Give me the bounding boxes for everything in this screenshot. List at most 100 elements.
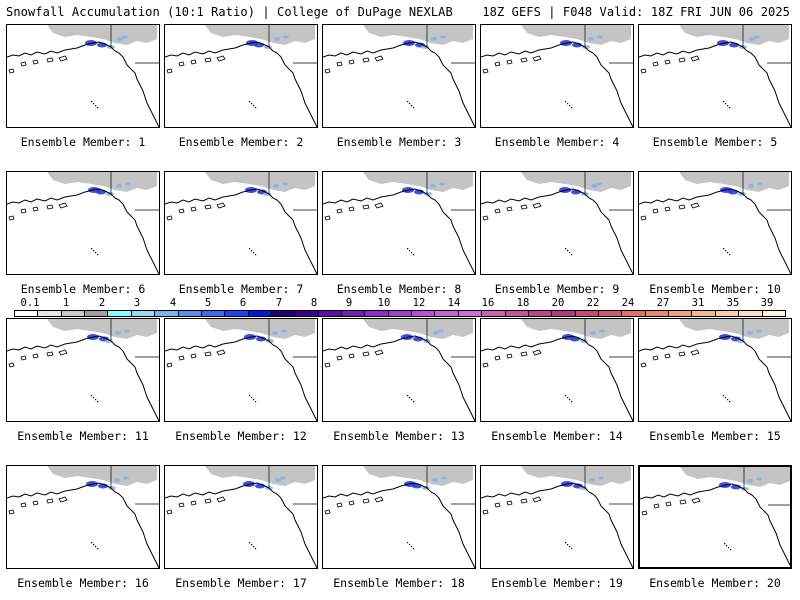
island-outline	[691, 497, 701, 504]
map-graphic	[165, 172, 317, 274]
hawaii-island	[95, 399, 97, 401]
colorbar-swatch	[342, 311, 366, 316]
snowfall-contour	[117, 37, 123, 41]
hawaii-island	[728, 547, 730, 549]
colorbar-swatch	[365, 311, 389, 316]
map-graphic	[7, 25, 159, 127]
island-outline	[690, 349, 700, 356]
ensemble-map-7[interactable]	[164, 171, 318, 275]
hawaii-island	[407, 542, 409, 544]
colorbar-tick-label: 35	[726, 297, 740, 309]
colorbar-tick-label: 9	[345, 297, 353, 309]
snowfall-contour	[599, 329, 605, 333]
ensemble-map-1[interactable]	[6, 24, 160, 128]
colorbar-tick-label: 27	[656, 297, 670, 309]
coastline	[7, 335, 159, 421]
ensemble-map-2[interactable]	[164, 24, 318, 128]
snowfall-contour	[122, 35, 128, 39]
hawaii-island	[413, 254, 415, 256]
island-outline	[336, 502, 343, 508]
ensemble-map-20[interactable]	[638, 465, 792, 569]
ensemble-map-15[interactable]	[638, 318, 792, 422]
ensemble-map-4[interactable]	[480, 24, 634, 128]
snowfall-contour	[591, 184, 597, 188]
hawaii-island	[93, 250, 95, 252]
island-outline	[665, 501, 672, 507]
island-outline	[178, 355, 185, 361]
hawaii-island	[249, 542, 251, 544]
map-graphic	[165, 25, 317, 127]
hawaii-island	[97, 107, 99, 109]
island-outline	[532, 202, 542, 209]
ensemble-map-12[interactable]	[164, 318, 318, 422]
hawaii-island	[724, 543, 726, 545]
ensemble-map-8[interactable]	[322, 171, 476, 275]
snowfall-contour	[747, 479, 753, 483]
snow-cover-shading	[679, 25, 789, 45]
colorbar-swatch	[178, 311, 202, 316]
island-outline	[216, 496, 226, 503]
snow-cover-shading	[205, 172, 315, 192]
ensemble-member-label: Ensemble Member: 6	[20, 282, 146, 296]
island-outline	[640, 362, 647, 368]
map-graphic	[7, 172, 159, 274]
ensemble-map-5[interactable]	[638, 24, 792, 128]
island-outline	[336, 208, 343, 214]
snow-cover-shading	[363, 319, 473, 339]
hawaii-island	[251, 544, 253, 546]
ensemble-map-18[interactable]	[322, 465, 476, 569]
island-outline	[653, 503, 660, 509]
map-graphic	[639, 25, 791, 127]
hawaii-island	[723, 248, 725, 250]
coastline	[165, 41, 317, 127]
island-outline	[178, 61, 185, 67]
hawaii-island	[569, 399, 571, 401]
hawaii-island	[251, 103, 253, 105]
map-graphic	[7, 466, 159, 568]
ensemble-map-17[interactable]	[164, 465, 318, 569]
ensemble-map-3[interactable]	[322, 24, 476, 128]
snowfall-contour	[597, 35, 603, 39]
hawaii-island	[251, 250, 253, 252]
island-outline	[178, 502, 185, 508]
ensemble-member-label: Ensemble Member: 3	[336, 135, 462, 149]
island-outline	[494, 502, 501, 508]
colorbar-tick-label: 24	[621, 297, 635, 309]
snowfall-contour	[412, 483, 422, 489]
coastline	[640, 483, 790, 567]
island-outline	[46, 57, 54, 63]
snowfall-colorbar	[14, 310, 786, 317]
island-outline	[652, 61, 659, 67]
hawaii-island	[95, 252, 97, 254]
island-outline	[520, 204, 528, 210]
colorbar-swatch	[201, 311, 226, 316]
colorbar-tick-label: 4	[169, 297, 177, 309]
ensemble-map-19[interactable]	[480, 465, 634, 569]
ensemble-member-label: Ensemble Member: 9	[494, 282, 620, 296]
colorbar-swatch	[15, 311, 39, 316]
island-outline	[482, 509, 489, 515]
ensemble-map-6[interactable]	[6, 171, 160, 275]
coastline	[7, 188, 159, 274]
hawaii-island	[255, 548, 257, 550]
ensemble-map-10[interactable]	[638, 171, 792, 275]
hawaii-island	[253, 252, 255, 254]
island-outline	[178, 208, 185, 214]
snowfall-contour	[280, 476, 286, 480]
ensemble-map-11[interactable]	[6, 318, 160, 422]
island-outline	[190, 59, 197, 65]
snowfall-contour	[430, 184, 436, 188]
hawaii-island	[409, 544, 411, 546]
ensemble-map-13[interactable]	[322, 318, 476, 422]
ensemble-map-9[interactable]	[480, 171, 634, 275]
valid-time: 18Z GEFS | F048 Valid: 18Z FRI JUN 06 20…	[482, 5, 790, 19]
hawaii-island	[567, 397, 569, 399]
map-graphic	[165, 466, 317, 568]
colorbar-tick-label: 22	[586, 297, 600, 309]
colorbar-swatch	[61, 311, 86, 316]
ensemble-map-16[interactable]	[6, 465, 160, 569]
island-outline	[216, 55, 226, 62]
snow-cover-shading	[521, 172, 631, 192]
coastline	[165, 482, 317, 568]
ensemble-map-14[interactable]	[480, 318, 634, 422]
